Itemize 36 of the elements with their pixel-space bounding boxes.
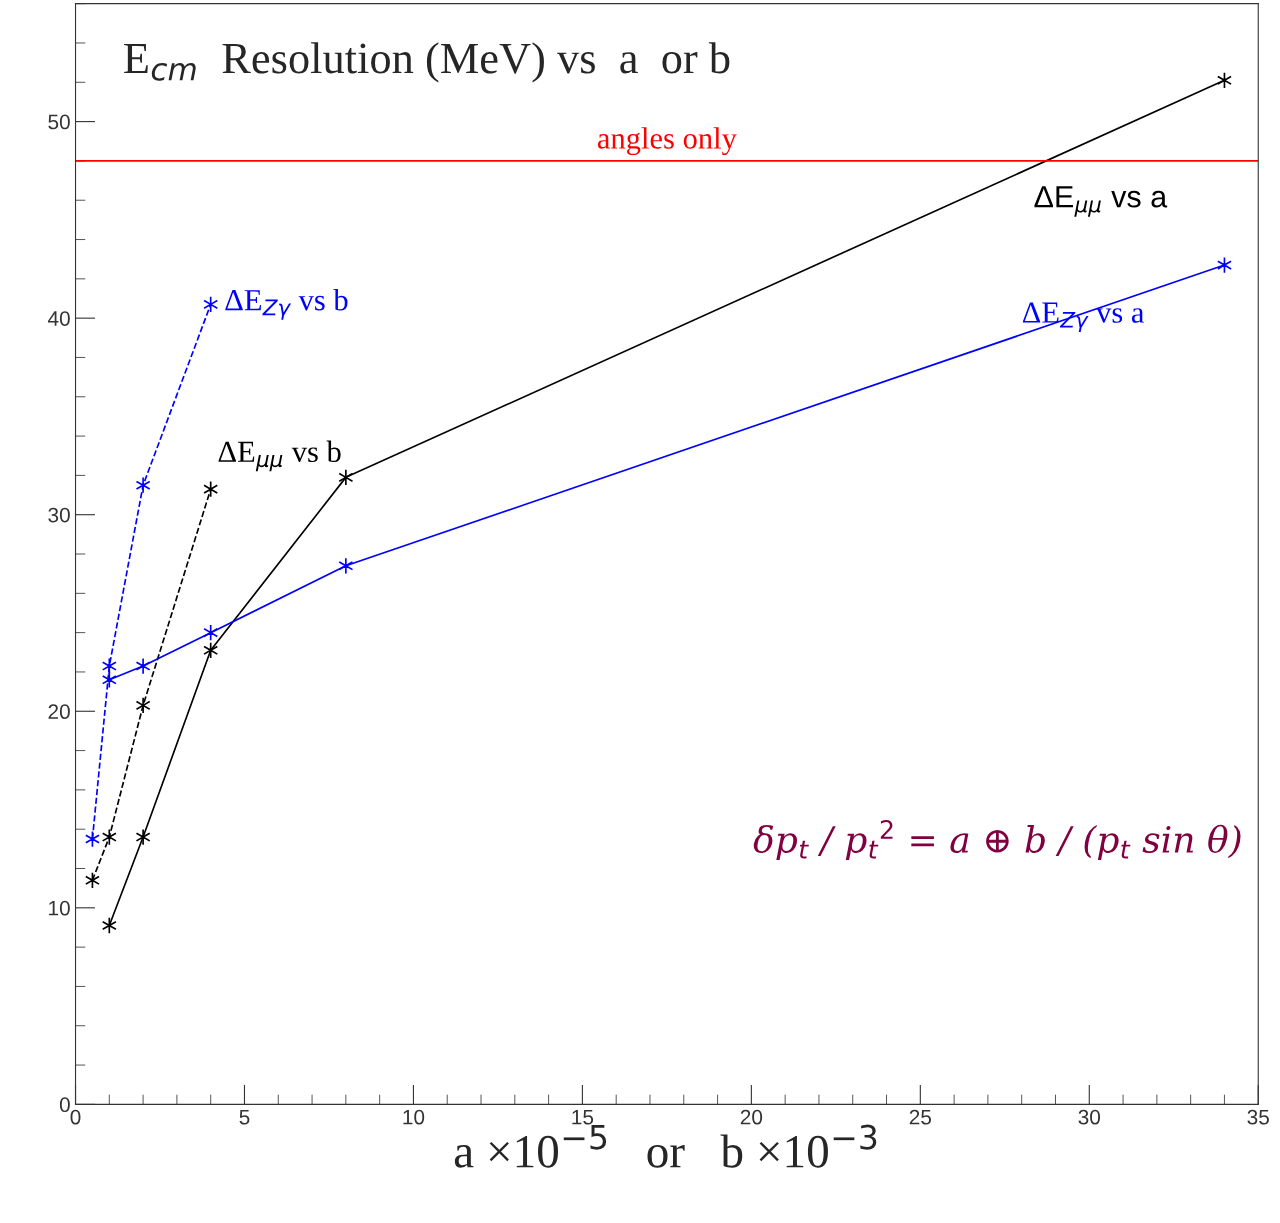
y-tick-label: 40 — [47, 311, 70, 326]
point — [135, 696, 151, 714]
point — [101, 671, 117, 689]
ref-line-label: angles only — [597, 127, 737, 156]
point — [101, 657, 117, 675]
text: a ×10$^{−5}$ or b ×10$^{−3}$ — [454, 1124, 877, 1168]
x-tick-label: 15 — [572, 1110, 594, 1125]
point — [203, 641, 219, 659]
x-tick-label: 20 — [740, 1109, 763, 1125]
y-tick-label: 50 — [48, 114, 70, 130]
point — [203, 295, 219, 313]
y-tick-label: 0 — [59, 1097, 70, 1113]
point — [203, 480, 219, 498]
text: E$_{cm}$ Resolution (MeV) vs a or b — [124, 42, 730, 83]
point — [135, 476, 151, 494]
x-tick-label: 0 — [70, 1109, 81, 1125]
x-tick-label: 35 — [1247, 1109, 1269, 1125]
point — [135, 828, 151, 846]
series-label: ΔE$_{Zγ}$ vs b — [225, 288, 348, 320]
y-tick-label: 30 — [48, 507, 70, 523]
series-label: ΔE$_{μμ}$ vs b — [218, 440, 341, 472]
point — [101, 917, 117, 934]
x-tick-label: 5 — [239, 1110, 250, 1125]
series-label: ΔE$_{μμ}$ vs a — [1034, 186, 1168, 217]
point — [203, 624, 219, 642]
point — [338, 557, 354, 575]
point — [338, 468, 354, 486]
point — [101, 828, 117, 846]
y-tick-label: 10 — [49, 900, 70, 916]
annotation: δp$_{t}$ / p$_{t}$$^{2}$ = a ⊕ b / (p$_{t}$ sin θ) — [753, 819, 1241, 861]
series-label: ΔE$_{Zγ}$ vs a — [1022, 302, 1145, 333]
x-tick-label: 25 — [909, 1109, 932, 1125]
y-tick-label: 20 — [48, 704, 70, 720]
point — [135, 657, 151, 675]
x-tick-label: 10 — [403, 1109, 425, 1125]
x-tick-label: 30 — [1078, 1109, 1101, 1125]
